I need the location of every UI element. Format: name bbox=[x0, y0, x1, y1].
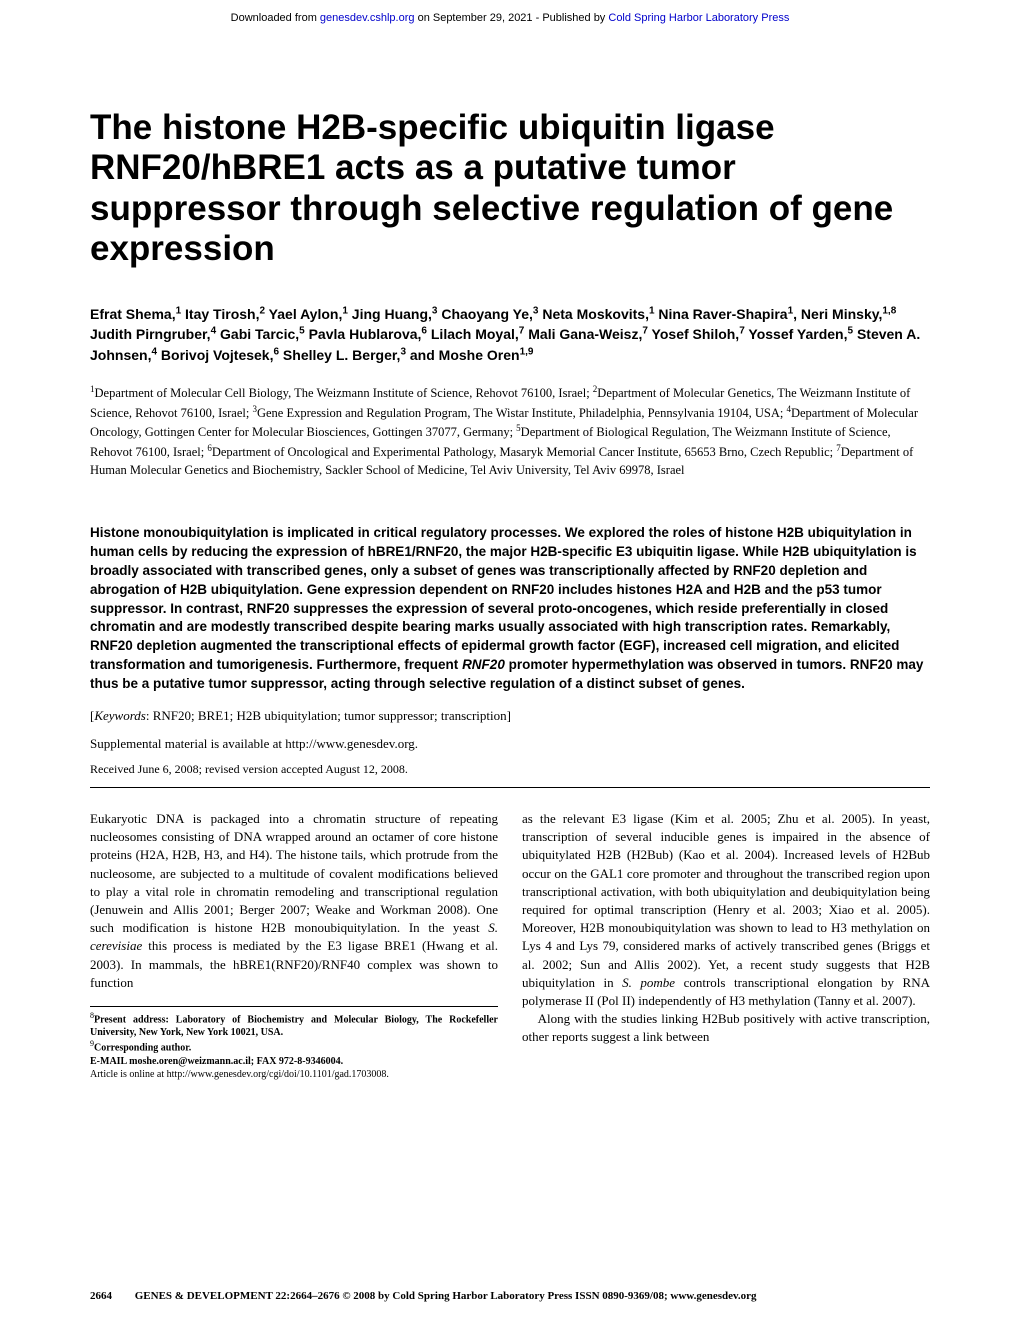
article-title: The histone H2B-specific ubiquitin ligas… bbox=[90, 108, 930, 269]
right-column: as the relevant E3 ligase (Kim et al. 20… bbox=[522, 810, 930, 1081]
body-paragraph: Along with the studies linking H2Bub pos… bbox=[522, 1010, 930, 1046]
received-note: Received June 6, 2008; revised version a… bbox=[90, 762, 930, 777]
section-divider bbox=[90, 787, 930, 788]
page-content: The histone H2B-specific ubiquitin ligas… bbox=[0, 28, 1020, 1101]
left-column: Eukaryotic DNA is packaged into a chroma… bbox=[90, 810, 498, 1081]
body-columns: Eukaryotic DNA is packaged into a chroma… bbox=[90, 810, 930, 1081]
authors-list: Efrat Shema,1 Itay Tirosh,2 Yael Aylon,1… bbox=[90, 304, 930, 365]
body-paragraph: Eukaryotic DNA is packaged into a chroma… bbox=[90, 810, 498, 992]
footer-text: GENES & DEVELOPMENT 22:2664–2676 © 2008 … bbox=[135, 1290, 757, 1302]
banner-link-source[interactable]: genesdev.cshlp.org bbox=[320, 12, 415, 24]
keywords: [Keywords: RNF20; BRE1; H2B ubiquitylati… bbox=[90, 708, 930, 724]
page-footer: 2664 GENES & DEVELOPMENT 22:2664–2676 © … bbox=[90, 1290, 930, 1302]
supplemental-note: Supplemental material is available at ht… bbox=[90, 736, 930, 752]
banner-mid: on September 29, 2021 - Published by bbox=[415, 12, 609, 24]
banner-prefix: Downloaded from bbox=[231, 12, 320, 24]
footnotes: 8Present address: Laboratory of Biochemi… bbox=[90, 1006, 498, 1081]
affiliations: 1Department of Molecular Cell Biology, T… bbox=[90, 383, 930, 479]
body-paragraph: as the relevant E3 ligase (Kim et al. 20… bbox=[522, 810, 930, 1010]
banner-link-publisher[interactable]: Cold Spring Harbor Laboratory Press bbox=[608, 12, 789, 24]
page-number: 2664 bbox=[90, 1290, 112, 1302]
download-banner: Downloaded from genesdev.cshlp.org on Se… bbox=[0, 0, 1020, 28]
abstract: Histone monoubiquitylation is implicated… bbox=[90, 524, 930, 694]
